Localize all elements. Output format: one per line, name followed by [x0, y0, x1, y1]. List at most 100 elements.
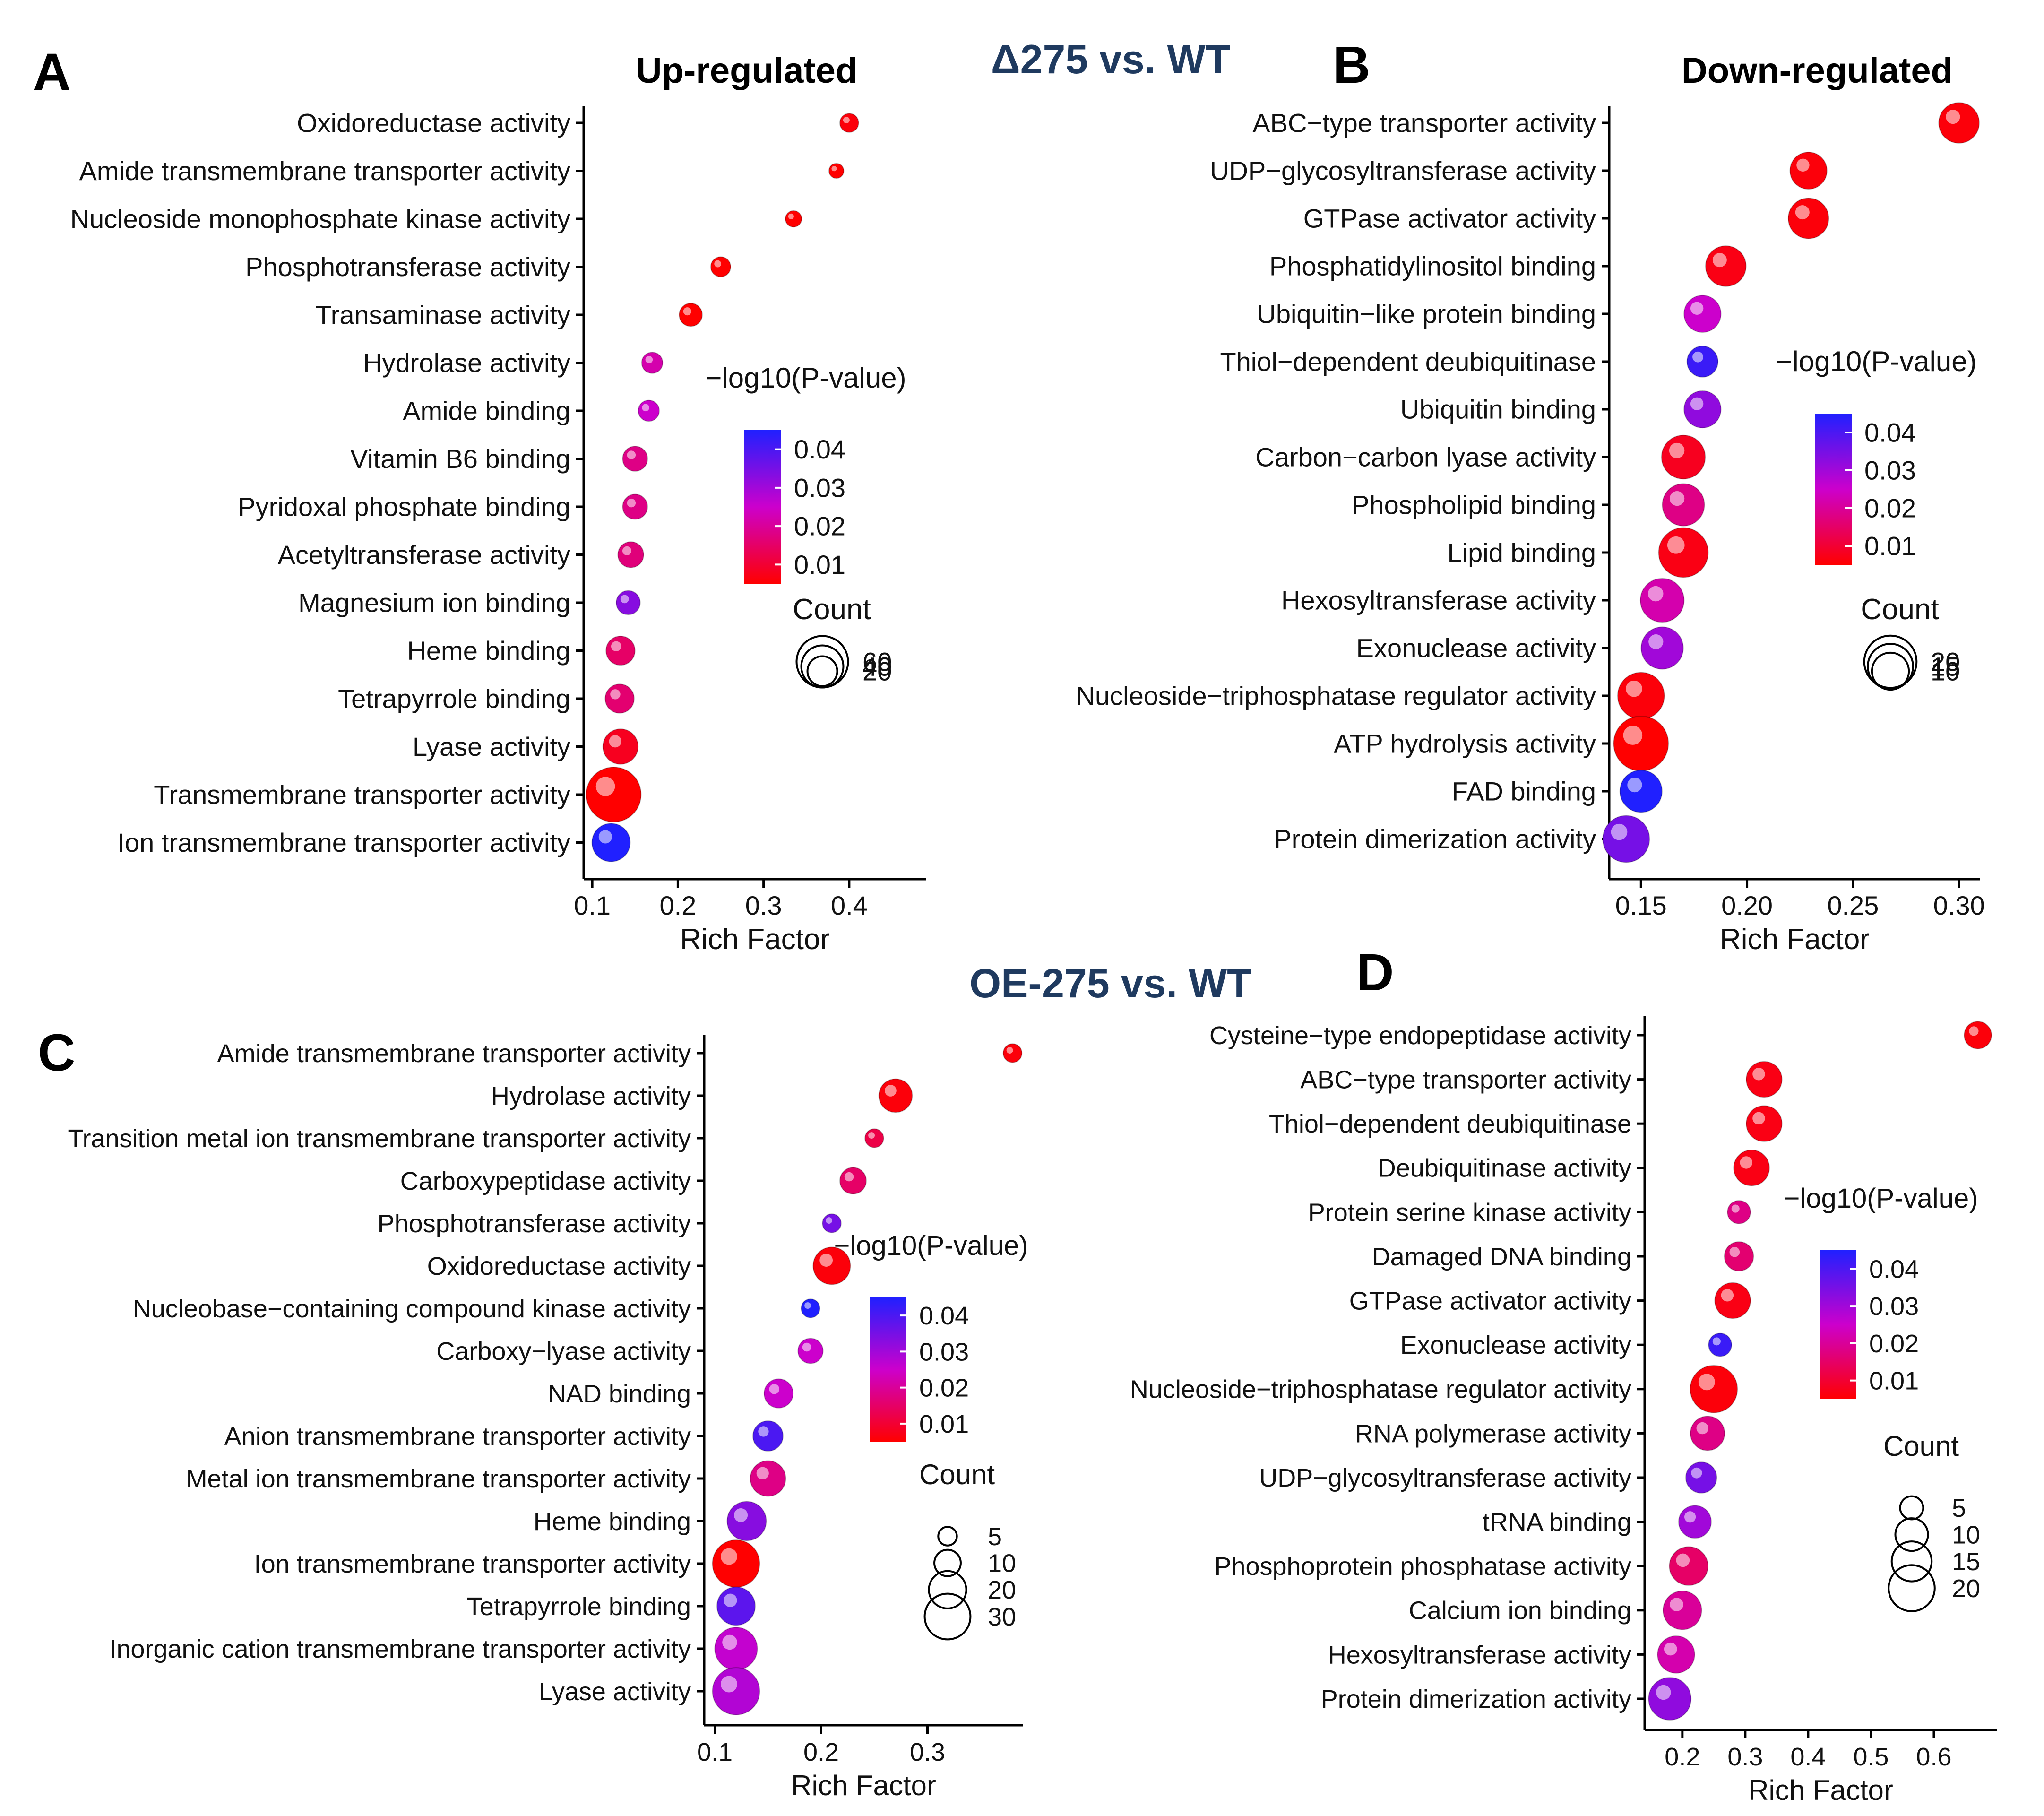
- count-legend-circle: [1867, 643, 1914, 690]
- data-point-highlight: [844, 1172, 854, 1182]
- data-point: [714, 1626, 758, 1671]
- data-point: [839, 113, 859, 133]
- pvalue-legend-label: 0.01: [1869, 1367, 1919, 1395]
- data-point: [828, 163, 845, 179]
- category-label: Oxidoreductase activity: [427, 1252, 691, 1280]
- x-axis-title: Rich Factor: [1720, 923, 1870, 956]
- category-label: Lipid binding: [1448, 538, 1596, 568]
- data-point-highlight: [683, 307, 691, 316]
- data-point-highlight: [885, 1085, 897, 1097]
- x-axis-title: Rich Factor: [1748, 1774, 1893, 1806]
- data-point-highlight: [724, 1593, 737, 1608]
- data-point-highlight: [1691, 1467, 1702, 1479]
- category-label: Tetrapyrrole binding: [467, 1592, 691, 1621]
- count-legend-label: 5: [1952, 1494, 1966, 1522]
- category-label: Damaged DNA binding: [1372, 1243, 1631, 1271]
- data-point-highlight: [1623, 726, 1643, 745]
- data-point-highlight: [1648, 586, 1664, 602]
- category-label: Heme binding: [534, 1507, 691, 1536]
- count-legend-label: 20: [862, 657, 892, 686]
- data-point-highlight: [788, 213, 794, 219]
- pvalue-legend-label: 0.02: [919, 1374, 969, 1402]
- count-legend-label: 10: [1952, 1521, 1980, 1549]
- category-label: GTPase activator activity: [1349, 1287, 1631, 1315]
- data-point: [1669, 1546, 1708, 1586]
- data-point-highlight: [1656, 1685, 1671, 1700]
- data-point-highlight: [620, 595, 629, 604]
- count-legend-circle: [806, 655, 838, 687]
- data-point: [822, 1213, 842, 1233]
- data-point-highlight: [756, 1467, 769, 1479]
- x-tick-label: 0.15: [1615, 891, 1667, 920]
- count-legend-label: 40: [862, 652, 892, 682]
- category-label: Exonuclease activity: [1400, 1331, 1631, 1359]
- x-tick-label: 0.2: [659, 891, 696, 920]
- data-point: [1619, 770, 1663, 813]
- data-point: [1686, 346, 1719, 378]
- data-point-highlight: [1692, 351, 1704, 363]
- category-label: Phosphoprotein phosphatase activity: [1214, 1552, 1631, 1581]
- data-point: [785, 210, 802, 228]
- x-tick-label: 0.30: [1933, 891, 1985, 920]
- category-label: Vitamin B6 binding: [350, 444, 570, 474]
- data-point: [1678, 1505, 1712, 1539]
- data-point: [638, 399, 660, 422]
- data-point: [622, 446, 648, 472]
- data-point: [710, 256, 732, 277]
- category-label: Metal ion transmembrane transporter acti…: [186, 1465, 691, 1493]
- data-point-highlight: [721, 1676, 737, 1693]
- pvalue-legend-label: 0.04: [794, 434, 845, 464]
- data-point-highlight: [802, 1342, 811, 1352]
- data-point-highlight: [1712, 1337, 1721, 1346]
- x-axis-title: Rich Factor: [680, 923, 830, 956]
- data-point-highlight: [1006, 1047, 1013, 1054]
- data-point: [1657, 1635, 1695, 1674]
- category-label: tRNA binding: [1483, 1508, 1631, 1537]
- category-label: Nucleobase−containing compound kinase ac…: [133, 1295, 691, 1323]
- data-point-highlight: [611, 641, 621, 652]
- data-point-highlight: [819, 1254, 833, 1267]
- data-point: [1002, 1043, 1023, 1063]
- data-point: [1613, 716, 1669, 771]
- category-label: Inorganic cation transmembrane transport…: [109, 1635, 691, 1663]
- panel-letter: A: [33, 43, 70, 101]
- panel-b: B Down-regulated 0.15 0.20 0.25 0.30 Rich Fact…: [1076, 36, 1985, 956]
- data-point-highlight: [1684, 1511, 1696, 1523]
- pvalue-legend-label: 0.03: [919, 1338, 969, 1366]
- category-label: Nucleoside−triphosphatase regulator acti…: [1076, 681, 1596, 711]
- data-point-highlight: [1664, 1642, 1677, 1656]
- pvalue-legend-label: 0.04: [1869, 1255, 1919, 1283]
- data-point-highlight: [1969, 1026, 1979, 1036]
- category-label: RNA polymerase activity: [1355, 1419, 1631, 1448]
- data-point: [1745, 1061, 1783, 1098]
- data-point: [679, 303, 703, 327]
- count-legend-label: 30: [988, 1603, 1016, 1631]
- data-point-highlight: [1676, 1553, 1690, 1567]
- pvalue-legend-label: 0.02: [1869, 1330, 1919, 1358]
- category-label: Phosphotransferase activity: [378, 1210, 691, 1238]
- count-legend-label: 15: [1952, 1548, 1980, 1576]
- category-label: Hydrolase activity: [491, 1082, 691, 1110]
- category-label: Phospholipid binding: [1352, 490, 1596, 520]
- data-point: [801, 1298, 820, 1318]
- category-label: Transaminase activity: [316, 300, 570, 330]
- category-label: Protein dimerization activity: [1274, 824, 1596, 854]
- category-label: Nucleoside−triphosphatase regulator acti…: [1130, 1375, 1631, 1404]
- x-tick-label: 0.1: [697, 1738, 733, 1766]
- x-tick-label: 0.3: [1727, 1743, 1763, 1771]
- data-point: [1685, 1461, 1717, 1494]
- category-label: FAD binding: [1452, 777, 1596, 806]
- count-legend-label: 20: [1952, 1574, 1980, 1603]
- category-label: Thiol−dependent deubiquitinase: [1220, 347, 1596, 377]
- panel-letter: C: [38, 1024, 75, 1082]
- category-label: Ion transmembrane transporter activity: [254, 1550, 691, 1578]
- data-point: [586, 767, 642, 822]
- category-label: Exonuclease activity: [1356, 633, 1596, 663]
- data-point: [1964, 1021, 1992, 1049]
- data-point: [1727, 1200, 1751, 1224]
- section-title-bottom: OE-275 vs. WT: [969, 961, 1251, 1006]
- category-label: Oxidoreductase activity: [297, 108, 570, 138]
- category-label: Phosphotransferase activity: [245, 252, 570, 282]
- data-point-highlight: [1795, 205, 1810, 220]
